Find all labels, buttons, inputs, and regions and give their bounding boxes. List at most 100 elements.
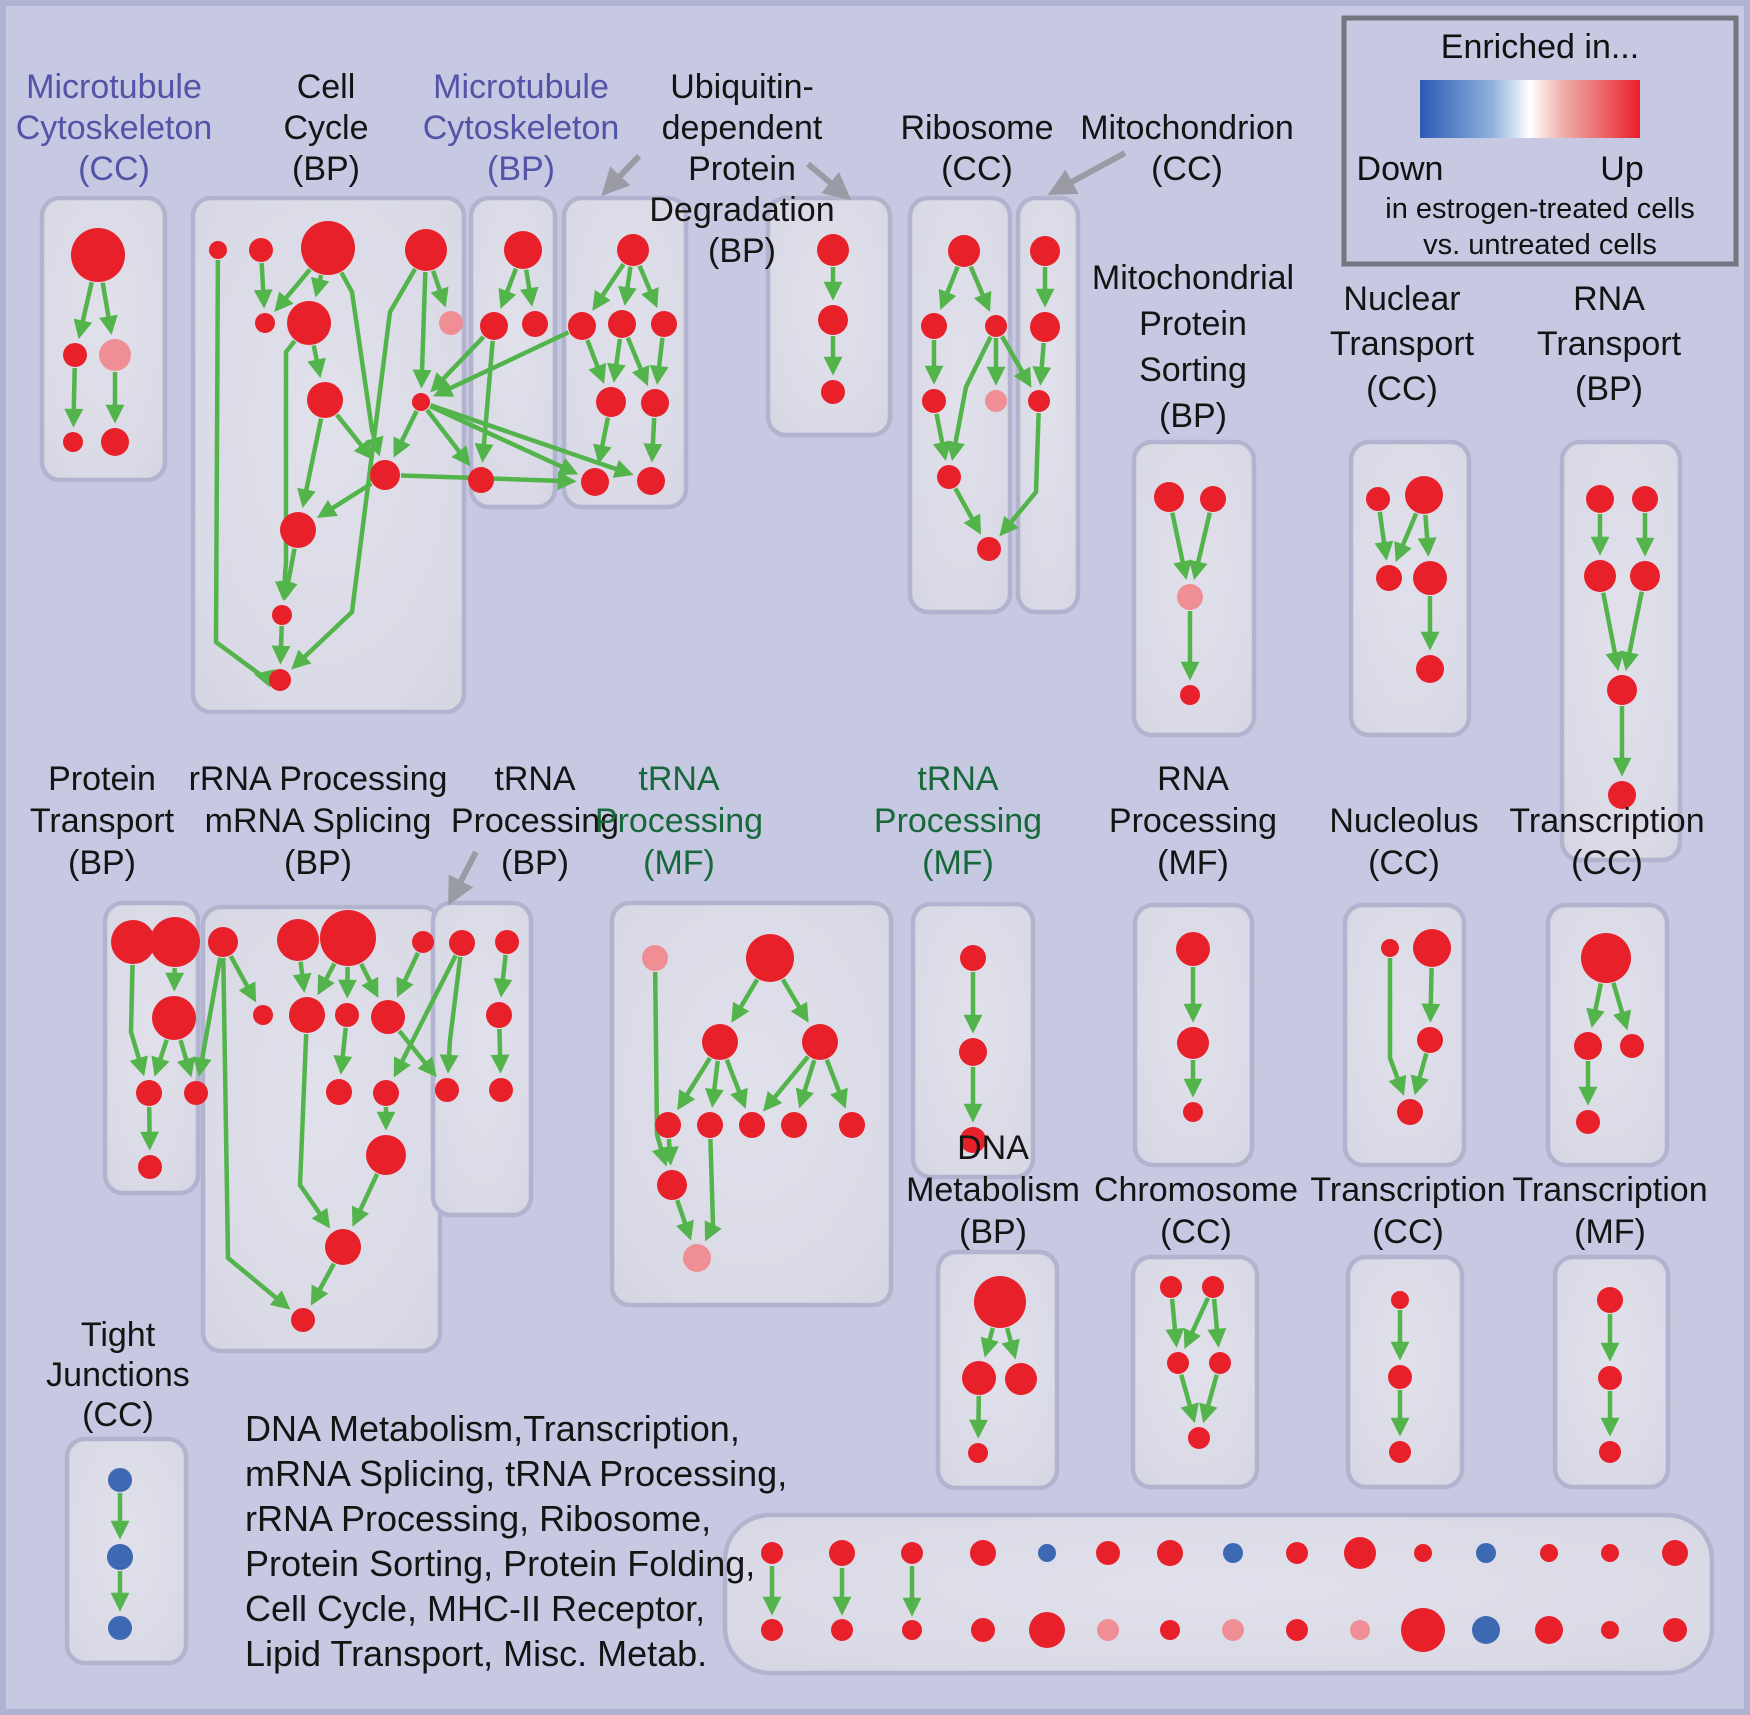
go-term-node-K3 <box>152 996 196 1040</box>
go-term-node-P2 <box>1177 1027 1209 1059</box>
strip-bottom-node-13 <box>1601 1621 1619 1639</box>
strip-top-node-2 <box>901 1542 923 1564</box>
go-edge-F1-F2 <box>938 265 960 310</box>
annotation-line: mRNA Splicing, tRNA Processing, <box>245 1453 787 1494</box>
go-term-node-I1 <box>1366 487 1390 511</box>
go-term-node-K5 <box>184 1081 208 1105</box>
go-edge-B9-B10 <box>335 413 373 460</box>
label-pointer-arrow-1 <box>806 161 852 201</box>
cluster-label-transcription-cc-a: (CC) <box>1571 844 1643 882</box>
go-edge-B10-B11 <box>316 481 373 519</box>
go-term-node-P1 <box>1176 932 1210 966</box>
strip-bottom-node-11 <box>1472 1616 1500 1644</box>
go-edge-L4-L8 <box>396 951 420 998</box>
go-edge-H1-H3 <box>1170 512 1192 581</box>
legend-border <box>1341 15 1739 267</box>
go-term-node-I5 <box>1416 655 1444 683</box>
go-edge-L7-L9 <box>333 1027 353 1075</box>
go-term-node-J3 <box>1584 560 1616 592</box>
go-edge-S1-S2 <box>980 1327 999 1358</box>
cluster-label-mito-protein-sorting-bp: Mitochondrial <box>1092 259 1294 297</box>
go-term-node-L11 <box>325 1229 361 1265</box>
go-edge-C1-C2 <box>498 267 519 309</box>
go-edge-D1-D2 <box>592 262 626 311</box>
go-term-node-I4 <box>1413 561 1447 595</box>
annotation-line: rRNA Processing, Ribosome, <box>245 1498 711 1539</box>
go-term-node-S1 <box>974 1276 1026 1328</box>
go-term-node-W1 <box>108 1468 132 1492</box>
go-term-node-D3 <box>608 310 636 338</box>
go-term-node-K1 <box>111 920 155 964</box>
go-edge-B8-C4 <box>425 408 471 467</box>
go-edge-D3-D6 <box>625 336 650 387</box>
go-edge-T4-T5 <box>1199 1373 1219 1424</box>
go-term-node-L10 <box>373 1080 399 1106</box>
go-term-node-B12 <box>272 605 292 625</box>
cluster-label-rna-transport-bp: RNA <box>1573 280 1645 318</box>
strip-top-node-9 <box>1344 1537 1376 1569</box>
strip-top-node-12 <box>1540 1544 1558 1562</box>
cluster-label-trna-processing-bp: Processing <box>451 802 619 840</box>
cluster-label-trna-processing-mf-large: (MF) <box>643 844 715 882</box>
go-edge-N4-N7 <box>763 1055 810 1112</box>
go-term-node-F2 <box>921 313 947 339</box>
go-edge-N4-N8 <box>795 1059 817 1109</box>
cluster-label-ubiquitin-deg-bp: Protein <box>688 150 796 188</box>
go-term-node-B4 <box>405 229 447 271</box>
go-edge-B8-D8 <box>429 403 634 478</box>
go-term-node-S3 <box>1005 1363 1037 1395</box>
go-edge-H2-H3 <box>1189 512 1212 581</box>
go-edge-D1-D3 <box>618 266 637 306</box>
go-term-node-L5 <box>253 1005 273 1025</box>
go-term-node-B2 <box>249 238 273 262</box>
go-term-node-D8 <box>637 467 665 495</box>
cluster-label-rna-transport-bp: (BP) <box>1575 370 1643 408</box>
cluster-label-chromosome-cc: Chromosome <box>1094 1171 1298 1209</box>
go-edge-K4-K6 <box>140 1106 159 1151</box>
go-term-node-F4 <box>922 389 946 413</box>
cluster-label-nucleolus-cc: (CC) <box>1368 844 1440 882</box>
go-term-node-B6 <box>287 301 331 345</box>
cluster-label-transcription-cc-b: Transcription <box>1310 1171 1505 1209</box>
go-term-node-L8 <box>371 1000 405 1034</box>
go-term-node-H1 <box>1154 482 1184 512</box>
go-term-node-N6 <box>697 1112 723 1138</box>
go-term-node-T1 <box>1160 1276 1182 1298</box>
go-term-node-N9 <box>839 1112 865 1138</box>
legend-gradient-bar <box>1420 80 1640 138</box>
go-term-node-C1 <box>504 231 542 269</box>
go-edge-F6-F7 <box>953 487 982 535</box>
strip-top-node-14 <box>1662 1540 1688 1566</box>
cluster-label-rrna-mrna-bp: rRNA Processing <box>189 760 448 798</box>
go-term-node-B1 <box>209 241 227 259</box>
go-edge-D5-D7 <box>593 417 612 465</box>
bottom-strip-layer <box>722 1512 1715 1676</box>
go-term-node-Q3 <box>1417 1027 1443 1053</box>
go-term-node-F6 <box>937 465 961 489</box>
go-edge-D6-D8 <box>643 417 663 463</box>
go-term-node-F7 <box>977 537 1001 561</box>
cluster-label-mitochondrion-cc: Mitochondrion <box>1080 109 1294 147</box>
go-edge-N5-N10 <box>659 1138 679 1166</box>
cluster-label-rna-transport-bp: Transport <box>1537 325 1682 363</box>
strip-top-node-5 <box>1096 1541 1120 1565</box>
strip-top-node-7 <box>1223 1543 1243 1563</box>
go-edge-N3-N5 <box>677 1056 712 1111</box>
cluster-label-cell-cycle-bp: Cell <box>297 68 356 106</box>
cluster-label-rna-processing-mf: Processing <box>1109 802 1277 840</box>
go-edge-B6-B9 <box>307 345 326 379</box>
go-term-node-V3 <box>1599 1441 1621 1463</box>
go-term-node-G3 <box>1028 390 1050 412</box>
go-term-node-R2 <box>1574 1032 1602 1060</box>
cluster-label-rna-processing-mf: RNA <box>1157 760 1229 798</box>
go-edge-L1-L5 <box>228 954 257 1003</box>
go-edge-L10b-L11 <box>351 1173 380 1227</box>
go-nodes-layer <box>63 221 1660 1640</box>
go-term-node-A3 <box>99 339 131 371</box>
go-edge-N4-N9 <box>824 1058 848 1109</box>
go-edge-T2-T4 <box>1207 1298 1227 1348</box>
go-edge-D2-B8 <box>433 330 570 397</box>
go-edge-B4-B7 <box>430 270 449 308</box>
go-edge-B8-B10 <box>393 410 419 458</box>
